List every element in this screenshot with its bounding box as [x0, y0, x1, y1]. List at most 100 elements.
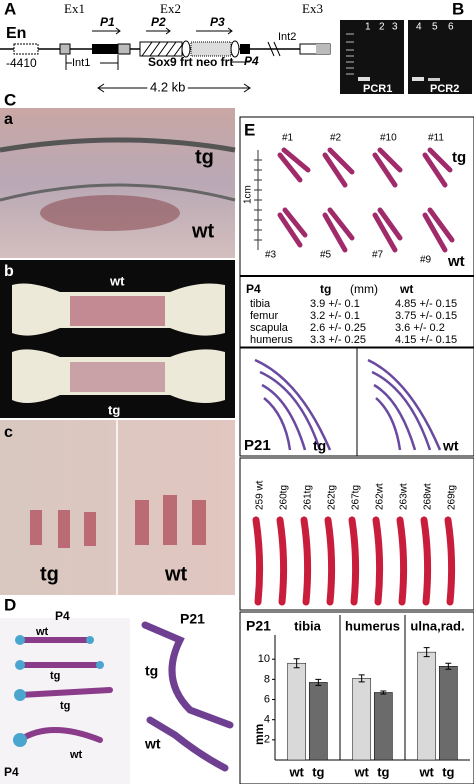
label: wt [144, 736, 161, 752]
bone [444, 516, 456, 606]
error-bar [293, 658, 300, 669]
primer: P1 [100, 15, 115, 29]
y-tick-label: 10 [258, 653, 270, 665]
sample-label: 267tg [351, 485, 362, 510]
x-label: wt [288, 764, 304, 779]
x-label: tg [377, 764, 389, 779]
label: Ex3 [302, 1, 323, 16]
group-label: tibia [294, 618, 321, 633]
y-tick-label: 8 [264, 673, 270, 685]
sub-label: c [4, 424, 13, 441]
y-tick-label: 4 [264, 714, 270, 726]
table-cell: 2.6 +/- 0.25 [310, 322, 366, 334]
table-header: wt [399, 282, 413, 296]
table-cell: scapula [250, 322, 289, 334]
bar [373, 692, 393, 761]
label: tg [195, 146, 214, 168]
panel-label: D [4, 595, 16, 614]
error-bar [358, 674, 365, 683]
lane: 1 [365, 22, 371, 33]
label: P21 [180, 611, 205, 627]
id: #5 [320, 250, 332, 261]
panel-b: B 1 2 3 4 5 6 PCR1 PCR2 [340, 0, 472, 95]
panel-f: F P21 tg wt [239, 347, 474, 457]
label: tg [108, 402, 120, 417]
table-cell: femur [250, 310, 278, 322]
bar [287, 662, 307, 761]
bar [308, 682, 328, 761]
table-cell: 3.2 +/- 0.1 [310, 310, 360, 322]
panel-a: A En Ex1 Ex2 Ex3 P1 P2 P3 P4 Int1 Int2 S… [0, 0, 331, 97]
table-cell: 4.85 +/- 0.15 [395, 298, 457, 310]
sample-label: 262tg [327, 485, 338, 510]
y-axis-label: mm [252, 724, 266, 745]
id: #9 [420, 255, 432, 266]
lane: 5 [432, 22, 438, 33]
error-bar [315, 678, 322, 686]
label: P4 [4, 765, 19, 779]
table-header: P4 [246, 282, 261, 296]
sub-label: a [4, 111, 13, 128]
primer: P4 [244, 54, 259, 68]
panel-label: A [4, 0, 16, 18]
label: wt [164, 563, 188, 585]
lane: 4 [416, 22, 422, 33]
label: wt [447, 253, 465, 270]
table-header: (mm) [350, 282, 378, 296]
id: #11 [428, 133, 444, 144]
table-cell: 3.6 +/- 0.2 [395, 322, 445, 334]
sample-label: 263wt [399, 483, 410, 510]
primer: P3 [210, 15, 225, 29]
table-cell: 3.3 +/- 0.25 [310, 334, 366, 346]
label: -4410 [6, 56, 37, 70]
bone [420, 516, 432, 606]
label: wt [442, 438, 459, 454]
label: tg [145, 663, 158, 679]
bone [396, 516, 408, 606]
table-cell: 4.15 +/- 0.15 [395, 334, 457, 346]
table-header: tg [320, 282, 331, 296]
label: PCR2 [430, 83, 459, 95]
label: tg [313, 438, 326, 454]
id: #1 [282, 133, 294, 144]
label: Ex1 [64, 1, 85, 16]
sample-label: 259 wt [255, 480, 266, 510]
id: #7 [372, 250, 384, 261]
panel-label: B [452, 0, 464, 18]
id: #2 [330, 133, 342, 144]
sub-label: b [4, 263, 14, 280]
sample-label: 261tg [303, 485, 314, 510]
label: tg [50, 670, 60, 682]
bar [352, 678, 372, 761]
bar [438, 666, 458, 761]
y-tick-label: 2 [264, 734, 270, 746]
label: tg [40, 563, 59, 585]
label: wt [69, 749, 83, 761]
group-label: humerus [345, 618, 400, 633]
bone [300, 516, 312, 606]
label: PCR1 [363, 83, 392, 95]
label: P21 [244, 437, 271, 454]
label: tg [452, 149, 466, 166]
table-cell: 3.9 +/- 0.1 [310, 298, 360, 310]
error-bar [423, 647, 430, 658]
panel-label: C [4, 90, 16, 109]
table-cell: tibia [250, 298, 271, 310]
id: #3 [265, 250, 277, 261]
x-label: tg [312, 764, 324, 779]
label: wt [191, 220, 215, 242]
panel-c: C a tg wt b wt tg c tg wt [0, 90, 236, 595]
table-cell: humerus [250, 334, 293, 346]
panel-e: E #1 #2 #10 #11 tg #3 #5 #7 #9 wt 1cm P4… [239, 116, 474, 358]
sample-label: 269tg [447, 485, 458, 510]
panel-label: E [244, 120, 255, 139]
label: Int1 [72, 57, 90, 69]
bone [324, 516, 336, 606]
x-label: tg [442, 764, 454, 779]
label: Int2 [278, 31, 296, 43]
lane: 2 [379, 22, 385, 33]
y-tick-label: 6 [264, 693, 270, 705]
bar [417, 651, 437, 761]
sample-label: 260tg [279, 485, 290, 510]
